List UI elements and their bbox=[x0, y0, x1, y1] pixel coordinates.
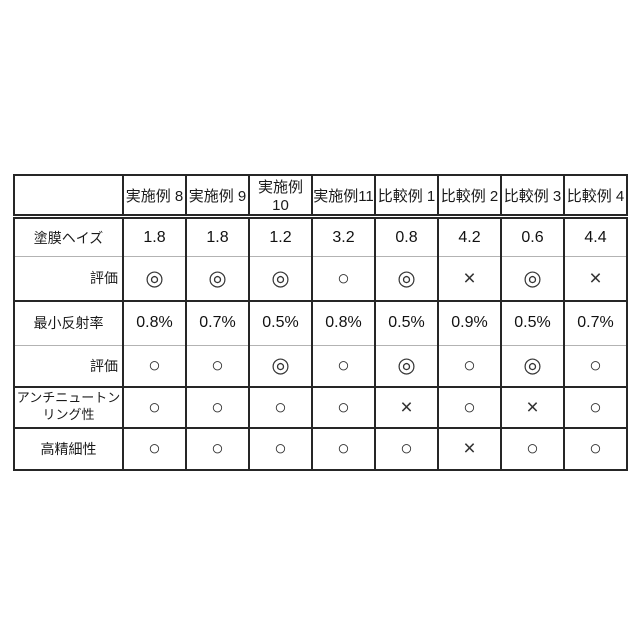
header-row: 実施例 8 実施例 9 実施例10 実施例11 比較例 1 比較例 2 比較例 … bbox=[13, 175, 628, 219]
column-header-example-10: 実施例10 bbox=[248, 175, 313, 219]
value-cell: 0.8% bbox=[311, 299, 376, 346]
value-cell: 1.8 bbox=[122, 216, 187, 257]
row-high-definition: 高精細性 ○ ○ ○ ○ ○ × ○ ○ bbox=[13, 426, 628, 470]
row-min-reflectance: 最小反射率 0.8% 0.7% 0.5% 0.8% 0.5% 0.9% 0.5%… bbox=[13, 299, 628, 346]
corner-cell bbox=[13, 175, 124, 219]
rating-cell: ○ bbox=[185, 426, 250, 470]
value-cell: 3.2 bbox=[311, 216, 376, 257]
rating-cell: ○ bbox=[563, 385, 628, 428]
rating-cell: ○ bbox=[122, 345, 187, 387]
rating-cell: ○ bbox=[122, 385, 187, 428]
value-cell: 4.4 bbox=[563, 216, 628, 257]
rating-cell: ○ bbox=[122, 426, 187, 470]
rating-cell: ○ bbox=[437, 385, 502, 428]
value-cell: 0.8 bbox=[374, 216, 439, 257]
rating-cell: ○ bbox=[311, 385, 376, 428]
row-coating-haze: 塗膜ヘイズ 1.8 1.8 1.2 3.2 0.8 4.2 0.6 4.4 bbox=[13, 216, 628, 257]
value-cell: 1.8 bbox=[185, 216, 250, 257]
value-cell: 0.9% bbox=[437, 299, 502, 346]
value-cell: 0.5% bbox=[248, 299, 313, 346]
value-cell: 4.2 bbox=[437, 216, 502, 257]
column-header-comparative-3: 比較例 3 bbox=[500, 175, 565, 219]
value-cell: 0.7% bbox=[185, 299, 250, 346]
row-label-evaluation: 評価 bbox=[13, 345, 124, 387]
rating-cell: ○ bbox=[311, 256, 376, 301]
value-cell: 0.5% bbox=[500, 299, 565, 346]
row-label-coating-haze: 塗膜ヘイズ bbox=[13, 216, 124, 257]
results-table: 実施例 8 実施例 9 実施例10 実施例11 比較例 1 比較例 2 比較例 … bbox=[13, 174, 628, 471]
row-label-line2: リング性 bbox=[42, 407, 95, 422]
rating-cell: ◎ bbox=[185, 256, 250, 301]
rating-cell: ◎ bbox=[500, 256, 565, 301]
column-header-comparative-2: 比較例 2 bbox=[437, 175, 502, 219]
column-header-example-11: 実施例11 bbox=[311, 175, 376, 219]
rating-cell: ○ bbox=[437, 345, 502, 387]
results-table-container: 実施例 8 実施例 9 実施例10 実施例11 比較例 1 比較例 2 比較例 … bbox=[13, 174, 628, 471]
row-haze-evaluation: 評価 ◎ ◎ ◎ ○ ◎ × ◎ × bbox=[13, 256, 628, 301]
value-cell: 0.6 bbox=[500, 216, 565, 257]
value-cell: 1.2 bbox=[248, 216, 313, 257]
row-label-anti-newton-ring: アンチニュートン リング性 bbox=[13, 385, 124, 428]
value-cell: 0.5% bbox=[374, 299, 439, 346]
value-cell: 0.7% bbox=[563, 299, 628, 346]
column-header-comparative-4: 比較例 4 bbox=[563, 175, 628, 219]
value-cell: 0.8% bbox=[122, 299, 187, 346]
rating-cell: × bbox=[563, 256, 628, 301]
rating-cell: ◎ bbox=[248, 256, 313, 301]
rating-cell: ◎ bbox=[122, 256, 187, 301]
row-reflectance-evaluation: 評価 ○ ○ ◎ ○ ◎ ○ ◎ ○ bbox=[13, 345, 628, 387]
rating-cell: × bbox=[374, 385, 439, 428]
rating-cell: ○ bbox=[374, 426, 439, 470]
column-header-example-9: 実施例 9 bbox=[185, 175, 250, 219]
rating-cell: ○ bbox=[563, 426, 628, 470]
rating-cell: ◎ bbox=[374, 256, 439, 301]
rating-cell: × bbox=[500, 385, 565, 428]
row-anti-newton-ring: アンチニュートン リング性 ○ ○ ○ ○ × ○ × ○ bbox=[13, 385, 628, 428]
rating-cell: ○ bbox=[248, 385, 313, 428]
rating-cell: × bbox=[437, 426, 502, 470]
column-header-example-8: 実施例 8 bbox=[122, 175, 187, 219]
rating-cell: ◎ bbox=[374, 345, 439, 387]
rating-cell: ◎ bbox=[248, 345, 313, 387]
row-label-min-reflectance: 最小反射率 bbox=[13, 299, 124, 346]
rating-cell: ○ bbox=[311, 345, 376, 387]
column-header-comparative-1: 比較例 1 bbox=[374, 175, 439, 219]
rating-cell: ○ bbox=[563, 345, 628, 387]
rating-cell: ○ bbox=[248, 426, 313, 470]
rating-cell: ○ bbox=[500, 426, 565, 470]
rating-cell: ○ bbox=[185, 385, 250, 428]
row-label-evaluation: 評価 bbox=[13, 256, 124, 301]
rating-cell: ○ bbox=[311, 426, 376, 470]
rating-cell: ◎ bbox=[500, 345, 565, 387]
rating-cell: × bbox=[437, 256, 502, 301]
row-label-line1: アンチニュートン bbox=[16, 390, 121, 406]
rating-cell: ○ bbox=[185, 345, 250, 387]
row-label-high-definition: 高精細性 bbox=[13, 426, 124, 470]
